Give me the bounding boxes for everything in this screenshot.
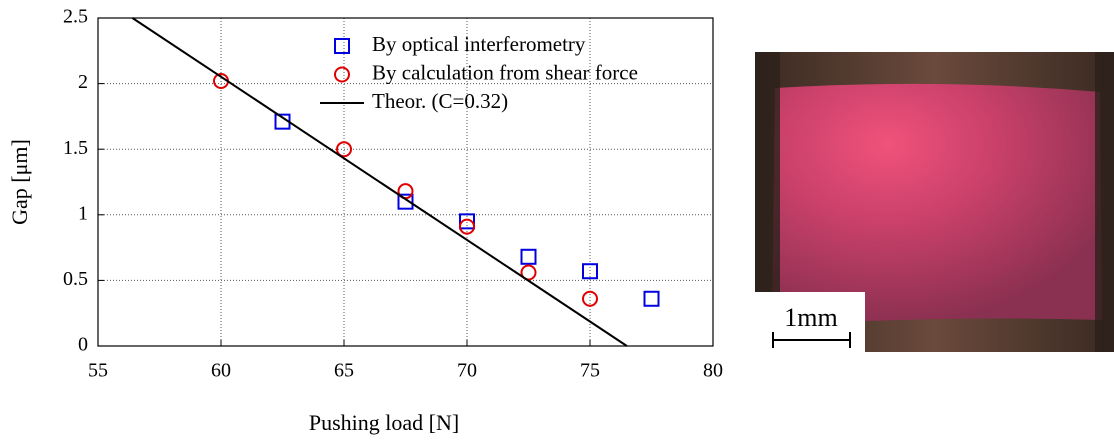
legend-label: By optical interferometry xyxy=(372,32,586,56)
circle-marker xyxy=(459,218,475,235)
y-tick-label: 0.5 xyxy=(63,268,88,290)
x-tick-label: 80 xyxy=(703,360,723,382)
square-marker xyxy=(459,213,475,230)
y-axis-label: Gap [μm] xyxy=(7,139,32,225)
x-tick-label: 60 xyxy=(211,360,231,382)
y-tick-label: 1 xyxy=(78,202,88,224)
y-tick-label: 2 xyxy=(78,71,88,93)
square-marker xyxy=(520,248,537,265)
x-axis-label: Pushing load [N] xyxy=(309,410,459,435)
scale-label: 1mm xyxy=(784,303,837,332)
circle-marker xyxy=(582,290,598,307)
square-marker xyxy=(582,263,598,280)
x-tick-label: 55 xyxy=(88,360,108,382)
plot-frame xyxy=(97,17,714,347)
y-tick-label: 2.5 xyxy=(63,6,88,28)
photo: 1mm xyxy=(755,52,1114,352)
square-marker xyxy=(643,290,660,307)
legend-label: Theor. (C=0.32) xyxy=(372,89,508,113)
y-tick-label: 1.5 xyxy=(63,137,88,159)
circle-marker xyxy=(336,141,352,158)
square-marker xyxy=(397,193,414,210)
square-marker xyxy=(334,38,350,54)
x-tick-label: 70 xyxy=(457,360,477,382)
x-tick-label: 75 xyxy=(580,360,600,382)
theory-line xyxy=(131,17,628,347)
circle-marker xyxy=(334,66,350,83)
x-tick-label: 65 xyxy=(334,360,354,382)
y-tick-label: 0 xyxy=(78,334,88,356)
legend-label: By calculation from shear force xyxy=(372,60,638,84)
